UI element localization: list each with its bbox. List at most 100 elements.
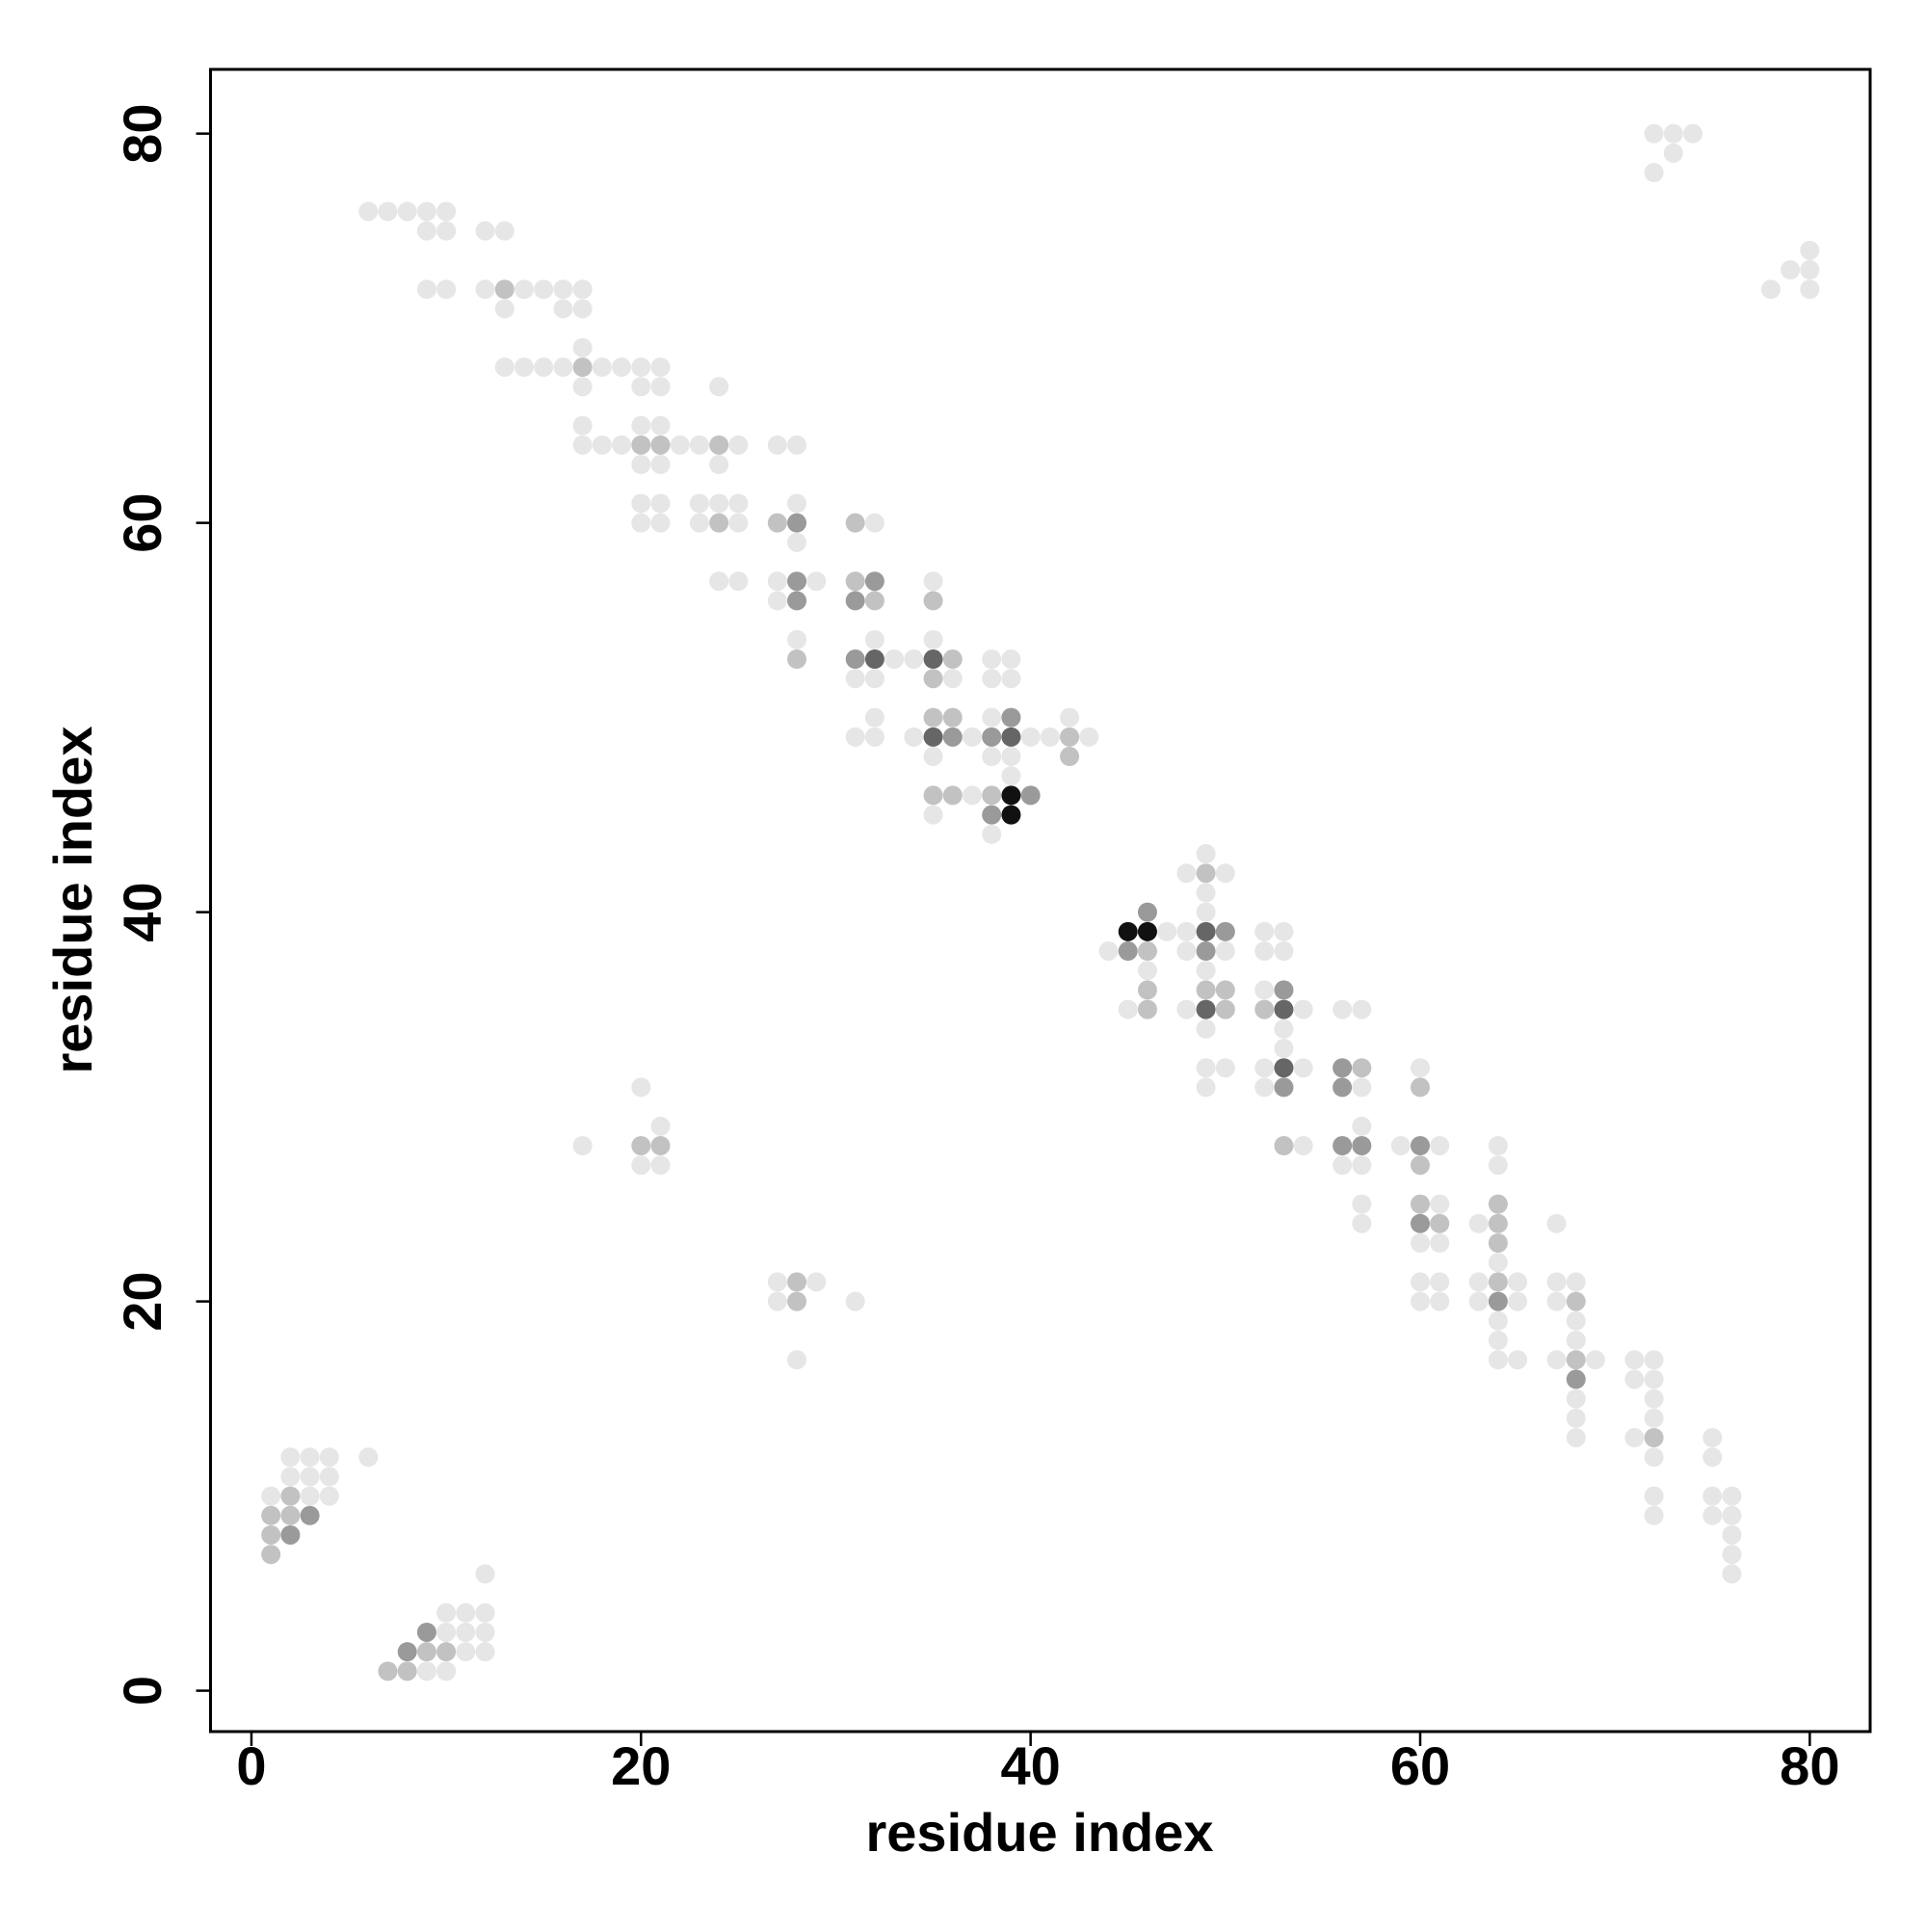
contact-dot	[1060, 747, 1080, 767]
contact-dot	[787, 571, 807, 592]
contact-dot	[787, 649, 807, 670]
contact-dot	[494, 279, 515, 300]
contact-dot	[397, 201, 417, 222]
contact-dot	[1254, 999, 1275, 1019]
y-tick-label: 60	[112, 492, 172, 552]
contact-dot	[650, 415, 671, 436]
contact-dot	[1546, 1350, 1567, 1370]
contact-dot	[436, 1622, 457, 1642]
contact-dot	[709, 455, 729, 475]
contact-dot	[787, 435, 807, 455]
contact-dot	[864, 727, 884, 747]
contact-dot	[709, 377, 729, 397]
contact-dot	[1410, 1058, 1430, 1078]
contact-dot	[1215, 980, 1235, 1000]
contact-dot	[553, 299, 573, 319]
contact-dot	[436, 221, 457, 241]
contact-dot	[1703, 1486, 1723, 1506]
contact-dot	[1352, 1136, 1372, 1156]
contact-dot	[1196, 921, 1216, 941]
contact-dot	[1508, 1291, 1528, 1311]
contact-dot	[1118, 941, 1138, 962]
contact-dot	[572, 357, 593, 378]
contact-dot	[942, 785, 963, 806]
contact-dot	[787, 629, 807, 649]
x-tick-label: 40	[1000, 1735, 1060, 1796]
contact-dot	[1001, 707, 1021, 728]
contact-dot	[1137, 941, 1157, 962]
contact-dot	[456, 1622, 476, 1642]
contact-dot	[1644, 1389, 1664, 1409]
contact-dot	[494, 357, 515, 378]
contact-dot	[1196, 1058, 1216, 1078]
contact-dot	[1137, 902, 1157, 922]
contact-dot	[1352, 1077, 1372, 1098]
contact-dot	[1722, 1524, 1742, 1545]
contact-dot	[1293, 1058, 1313, 1078]
contact-dot	[1430, 1136, 1450, 1156]
contact-dot	[728, 513, 749, 533]
contact-dot	[261, 1524, 281, 1545]
contact-dot	[1488, 1291, 1508, 1311]
contact-dot	[904, 727, 924, 747]
contact-dot	[1001, 747, 1021, 767]
contact-dot	[787, 591, 807, 611]
contact-dot	[280, 1467, 301, 1487]
contact-dot	[572, 337, 593, 357]
contact-dot	[787, 532, 807, 552]
contact-dot	[689, 435, 709, 455]
x-tick-label: 20	[611, 1735, 671, 1796]
contact-dot	[982, 727, 1002, 747]
contact-dot	[767, 571, 787, 592]
contact-dot	[1566, 1408, 1586, 1428]
contact-dot	[923, 669, 943, 689]
contact-dot	[1566, 1330, 1586, 1350]
contact-dot	[1274, 1058, 1294, 1078]
contact-dot	[319, 1467, 339, 1487]
contact-dot	[416, 1642, 436, 1662]
contact-dot	[1760, 279, 1781, 300]
contact-dot	[1410, 1233, 1430, 1254]
contact-dot	[845, 727, 865, 747]
contact-dot	[592, 435, 612, 455]
contact-dot	[1410, 1136, 1430, 1156]
contact-dot	[1488, 1310, 1508, 1331]
contact-dot	[1274, 1039, 1294, 1059]
contact-dot	[650, 1155, 671, 1176]
contact-dot	[689, 493, 709, 514]
contact-dot	[631, 1136, 651, 1156]
x-axis-title: residue index	[865, 1802, 1213, 1863]
contact-dot	[1215, 921, 1235, 941]
contact-dot	[982, 747, 1002, 767]
contact-dot	[1215, 999, 1235, 1019]
contact-dot	[358, 1447, 379, 1468]
contact-dot	[1585, 1350, 1605, 1370]
contact-dot	[1703, 1505, 1723, 1525]
contact-dot	[300, 1505, 320, 1525]
contact-dot	[1683, 123, 1703, 144]
contact-dot	[650, 377, 671, 397]
contact-dot	[1546, 1291, 1567, 1311]
contact-dot	[1781, 260, 1801, 280]
contact-dot	[1157, 921, 1177, 941]
contact-dot	[1488, 1213, 1508, 1233]
y-tick-label: 40	[112, 882, 172, 941]
contact-dot	[845, 571, 865, 592]
contact-dot	[845, 591, 865, 611]
contact-dot	[1196, 863, 1216, 884]
contact-dot	[631, 415, 651, 436]
contact-dot	[456, 1602, 476, 1623]
contact-dot	[534, 357, 554, 378]
contact-dot	[1176, 921, 1197, 941]
contact-dot	[631, 357, 651, 378]
contact-dot	[767, 591, 787, 611]
contact-dot	[416, 201, 436, 222]
contact-dot	[534, 279, 554, 300]
contact-dot	[1060, 727, 1080, 747]
contact-dot	[1644, 1486, 1664, 1506]
contact-dot	[436, 279, 457, 300]
contact-dot	[1352, 1194, 1372, 1214]
contact-dot	[1488, 1330, 1508, 1350]
contact-dot	[1254, 941, 1275, 962]
